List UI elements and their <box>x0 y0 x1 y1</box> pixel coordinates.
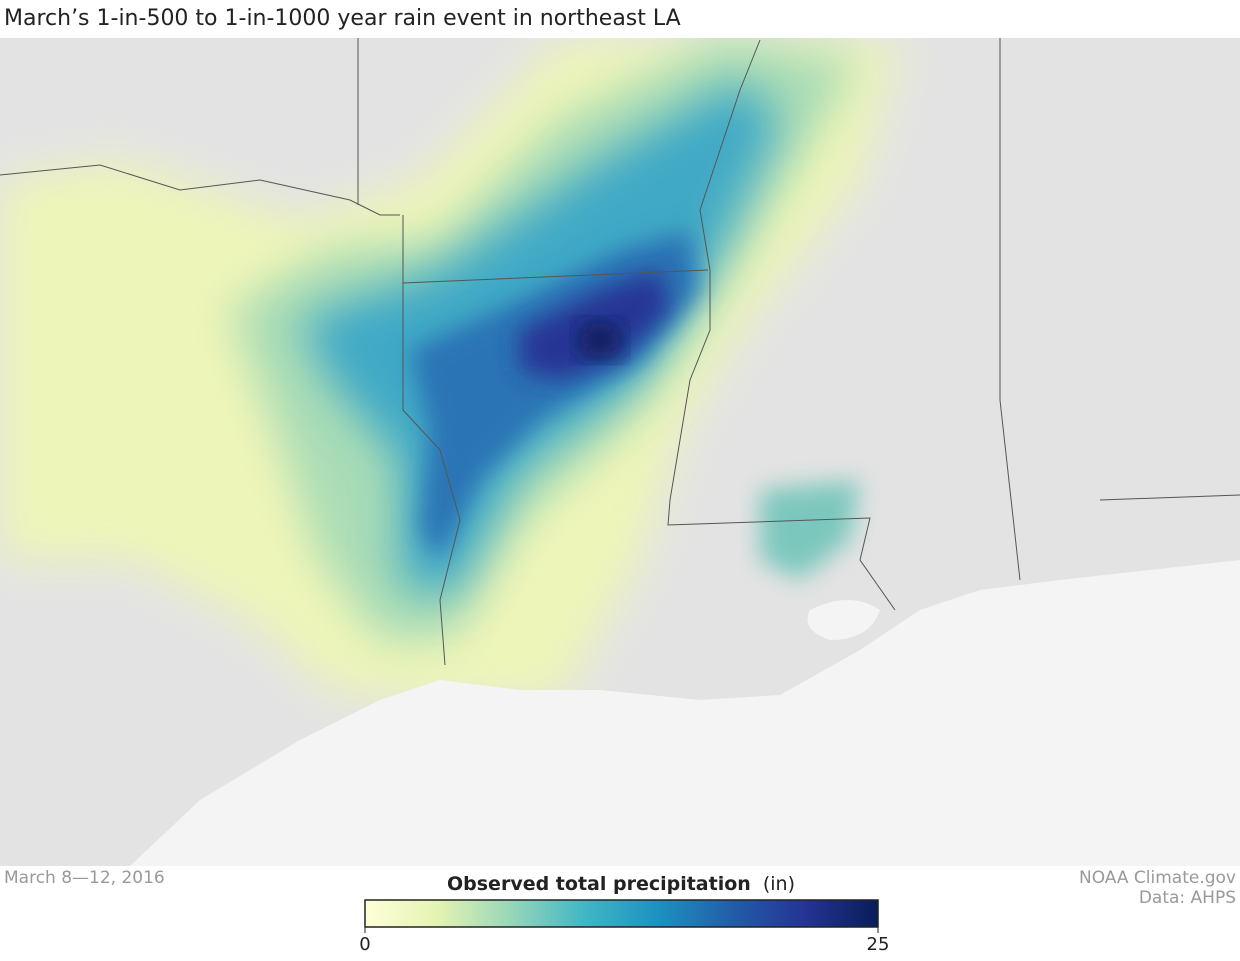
colorbar-tick-label: 25 <box>867 934 890 955</box>
colorbar-tick-label: 0 <box>359 934 370 955</box>
credit: Data: AHPS <box>1139 888 1236 908</box>
gulf <box>130 560 1240 866</box>
credit: NOAA Climate.gov <box>1079 868 1236 888</box>
legend-title: Observed total precipitation (in) <box>447 873 795 895</box>
lake <box>807 600 880 640</box>
date: March 8—12, 2016 <box>4 868 165 888</box>
title: March’s 1-in-500 to 1-in-1000 year rain … <box>4 6 681 31</box>
map <box>0 38 1240 866</box>
legend-title-text: Observed total precipitation <box>447 873 751 895</box>
rain-swath <box>0 40 900 700</box>
state-borders <box>0 38 1240 666</box>
colorbar <box>364 899 879 928</box>
legend-unit: (in) <box>763 873 795 895</box>
